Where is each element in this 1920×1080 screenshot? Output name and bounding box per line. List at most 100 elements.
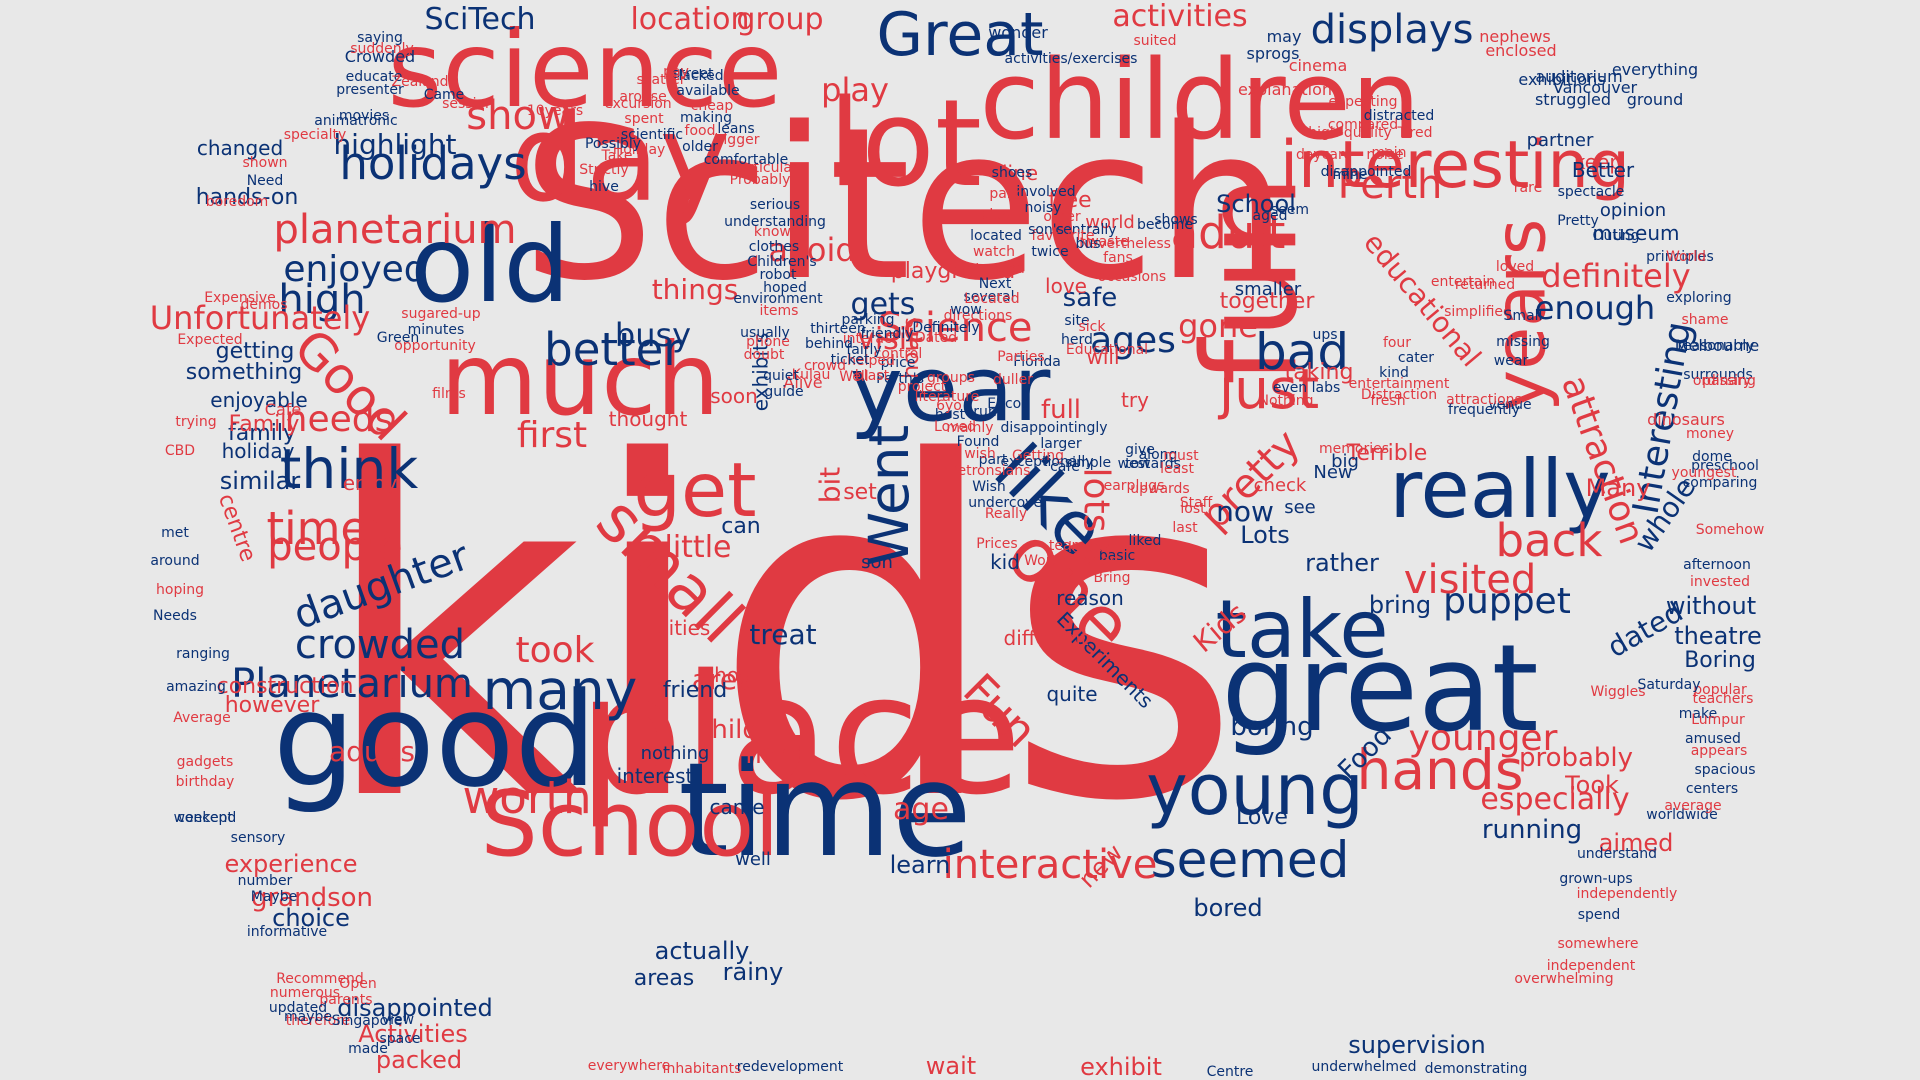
cloud-word: grandson [250, 883, 374, 913]
cloud-word: host [934, 407, 966, 423]
cloud-word: control [873, 346, 923, 362]
cloud-word: interesting [1280, 127, 1630, 203]
cloud-word: cities [657, 616, 711, 640]
cloud-word: seemed [1150, 831, 1350, 889]
cloud-word: CBD [164, 443, 196, 459]
cloud-word: everything [1611, 60, 1699, 79]
cloud-word: young [1146, 749, 1364, 831]
cloud-word: pay [663, 64, 689, 80]
cloud-word: Wiggles [1590, 684, 1646, 700]
cloud-word: auditorium [1535, 67, 1623, 86]
cloud-word: mine [1332, 167, 1368, 183]
cloud-word: check [1253, 475, 1307, 496]
cloud-word: interact [842, 331, 898, 347]
cloud-word: main [1371, 145, 1407, 161]
cloud-word: spend [1577, 907, 1621, 923]
cloud-word: arouse [619, 89, 667, 105]
cloud-word: simple [1064, 455, 1112, 471]
cloud-word: much [440, 321, 720, 438]
cloud-word: loved [1495, 259, 1535, 275]
cloud-word: several [963, 289, 1015, 305]
cloud-word: indoor [1070, 553, 1116, 569]
cloud-word: set [843, 480, 877, 505]
cloud-word: dinosaurs [1647, 410, 1725, 429]
cloud-word: choice [272, 904, 350, 932]
cloud-word: Dated [914, 330, 958, 346]
cloud-word: first [516, 415, 588, 456]
cloud-word: noisy [1024, 200, 1062, 216]
cloud-word: understanding [724, 214, 826, 230]
cloud-word: Singapore [331, 1013, 403, 1029]
cloud-word: concept [177, 810, 233, 826]
cloud-word: well [735, 849, 771, 870]
cloud-word: Cafe [264, 400, 302, 419]
cloud-word: cheap [690, 98, 734, 114]
cloud-word: Found [956, 434, 1000, 450]
cloud-word: avoid [768, 231, 856, 269]
cloud-word: ticket [830, 352, 870, 368]
cloud-word: wait [925, 1052, 977, 1080]
cloud-word: disappointed [337, 994, 493, 1022]
cloud-word: cater [1397, 350, 1435, 366]
cloud-word: Holiday [612, 142, 666, 158]
cloud-word: somewhere [1557, 936, 1639, 952]
cloud-word: quiet [763, 368, 799, 384]
cloud-word: Came [423, 87, 465, 103]
cloud-word: liked [1128, 533, 1162, 549]
cloud-word: Kulau [791, 367, 831, 383]
cloud-word: exceptionally [1000, 454, 1094, 470]
cloud-word: holidays [339, 136, 527, 190]
cloud-word: space [379, 1031, 421, 1047]
cloud-word: times [266, 501, 392, 555]
cloud-word: appears [1690, 743, 1748, 759]
cloud-word: updated [268, 1000, 328, 1016]
cloud-word: year [849, 337, 1051, 442]
cloud-word: project [897, 379, 947, 395]
cloud-word: Worth [1024, 553, 1066, 569]
cloud-word: without [1665, 592, 1757, 620]
cloud-word: amused [1685, 731, 1741, 747]
cloud-word: money [1686, 426, 1734, 442]
cloud-word: team [1048, 538, 1086, 554]
cloud-word: sick [1078, 319, 1106, 335]
cloud-word: Crowded [344, 47, 416, 66]
cloud-word: rare [1513, 180, 1543, 196]
cloud-word: especially [1480, 782, 1630, 817]
cloud-word: probably [1518, 743, 1634, 773]
cloud-word: items [759, 303, 799, 319]
cloud-word: hoping [156, 582, 204, 598]
cloud-word: can [721, 514, 761, 539]
cloud-word: line [1001, 161, 1039, 185]
cloud-word: animatronic [314, 113, 398, 129]
cloud-word: twice [1031, 244, 1069, 260]
cloud-word: numerous [269, 985, 341, 1001]
cloud-word: weekend [173, 810, 237, 826]
cloud-word: suited [1133, 33, 1177, 49]
cloud-word: behind [804, 336, 854, 352]
cloud-word: Parties [997, 349, 1045, 365]
cloud-word: understand [1576, 846, 1658, 862]
cloud-word: Unfortunately [149, 299, 371, 337]
cloud-word: duller [993, 372, 1033, 388]
cloud-word: Recommend [276, 971, 364, 987]
cloud-word: Perth [1337, 162, 1443, 208]
cloud-word: aged [1252, 208, 1288, 224]
cloud-word: attended [961, 261, 1025, 277]
cloud-word: centrally [1055, 222, 1117, 238]
cloud-word: areas [633, 966, 695, 991]
cloud-word: minutes [407, 322, 465, 338]
cloud-word: world [1085, 212, 1135, 233]
cloud-word: Vancouver [1552, 78, 1638, 97]
cloud-word: passing [1702, 373, 1756, 389]
cloud-word: back [1495, 513, 1603, 567]
cloud-word: demos [240, 297, 288, 313]
cloud-word: particular [730, 160, 798, 176]
cloud-word: helped [847, 353, 895, 369]
cloud-word: bus [1075, 236, 1101, 252]
cloud-word: interactive [942, 842, 1158, 888]
cloud-word: Tired [1397, 125, 1433, 141]
cloud-word: hoped [763, 280, 807, 296]
cloud-word: bring [1368, 591, 1432, 619]
cloud-word: fairly [846, 342, 882, 358]
cloud-word: average [1664, 798, 1722, 814]
